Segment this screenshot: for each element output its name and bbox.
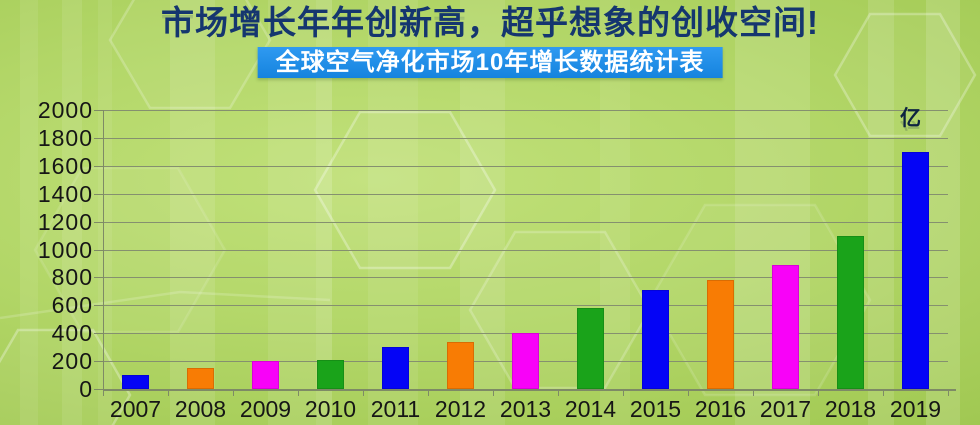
y-axis-label: 1400 (37, 180, 93, 207)
x-axis-label-2009: 2009 (239, 396, 292, 422)
y-tick-1000 (94, 249, 103, 251)
x-axis-label-2012: 2012 (434, 396, 487, 422)
x-tick (168, 390, 169, 396)
gridline-1000 (103, 249, 948, 251)
gridline-1400 (103, 193, 948, 195)
x-tick (428, 390, 429, 396)
gridline-600 (103, 305, 948, 307)
y-axis-label: 1800 (37, 124, 93, 151)
y-axis-line (103, 110, 104, 396)
bar-2019 (902, 151, 929, 389)
y-axis-label: 2000 (37, 97, 93, 123)
x-tick (363, 390, 364, 396)
y-tick-800 (94, 277, 103, 279)
x-tick (103, 390, 104, 396)
y-tick-1800 (94, 137, 103, 139)
y-axis-label: 400 (51, 320, 93, 347)
x-axis-label-2007: 2007 (109, 396, 162, 422)
unit-label-reflection: 亿 (878, 121, 943, 131)
bar-2009 (252, 361, 279, 389)
x-axis-label-2019: 2019 (889, 396, 942, 422)
y-tick-2000 (94, 110, 103, 111)
y-tick-600 (94, 305, 103, 307)
y-axis-label: 1200 (37, 208, 93, 235)
bar-2016 (707, 280, 734, 389)
x-tick (493, 390, 494, 396)
subtitle-banner: 全球空气净化市场10年增长数据统计表 (257, 47, 723, 78)
x-axis-label-2013: 2013 (499, 396, 552, 422)
y-axis-label: 200 (51, 348, 93, 375)
bar-2012 (447, 341, 474, 389)
y-tick-200 (94, 361, 103, 363)
y-axis-label: 600 (51, 292, 93, 319)
bar-2013 (512, 333, 539, 389)
x-tick (753, 390, 754, 396)
y-axis-label: 800 (51, 264, 93, 291)
y-tick-1200 (94, 221, 103, 223)
unit-label: 亿 (900, 107, 921, 130)
x-axis-label-2018: 2018 (824, 396, 877, 422)
y-axis-label: 1000 (37, 236, 93, 263)
y-tick-400 (94, 333, 103, 335)
y-tick-0 (94, 389, 103, 390)
x-tick (688, 390, 689, 396)
bar-2007 (122, 375, 149, 389)
bar-2017 (772, 264, 799, 389)
x-tick (883, 390, 884, 396)
x-axis-label-2010: 2010 (304, 396, 357, 422)
x-axis-label-2014: 2014 (564, 396, 617, 422)
bar-2010 (317, 359, 344, 389)
x-axis-label-2016: 2016 (694, 396, 747, 422)
y-tick-1600 (94, 165, 103, 167)
x-axis-label-2008: 2008 (174, 396, 227, 422)
gridline-1200 (103, 221, 948, 223)
x-tick (558, 390, 559, 396)
x-axis-label-2015: 2015 (629, 396, 682, 422)
gridline-1600 (103, 165, 948, 167)
x-axis-line (103, 389, 956, 391)
y-tick-1400 (94, 193, 103, 195)
gridline-2000 (103, 110, 948, 111)
x-tick (818, 390, 819, 396)
x-tick (298, 390, 299, 396)
x-axis-label-2011: 2011 (370, 396, 421, 422)
gridline-1800 (103, 137, 948, 139)
x-tick (623, 390, 624, 396)
x-axis-label-2017: 2017 (759, 396, 812, 422)
x-tick (233, 390, 234, 396)
x-tick (948, 390, 949, 396)
bar-2011 (382, 347, 409, 389)
bar-2008 (187, 368, 214, 389)
gridline-800 (103, 277, 948, 279)
y-axis-label: 1600 (37, 152, 93, 179)
bar-2014 (577, 308, 604, 389)
bar-2018 (837, 235, 864, 389)
bar-2015 (642, 289, 669, 389)
page-title: 市场增长年年创新高，超乎想象的创收空间! (161, 4, 819, 41)
y-axis-label: 0 (79, 376, 93, 402)
